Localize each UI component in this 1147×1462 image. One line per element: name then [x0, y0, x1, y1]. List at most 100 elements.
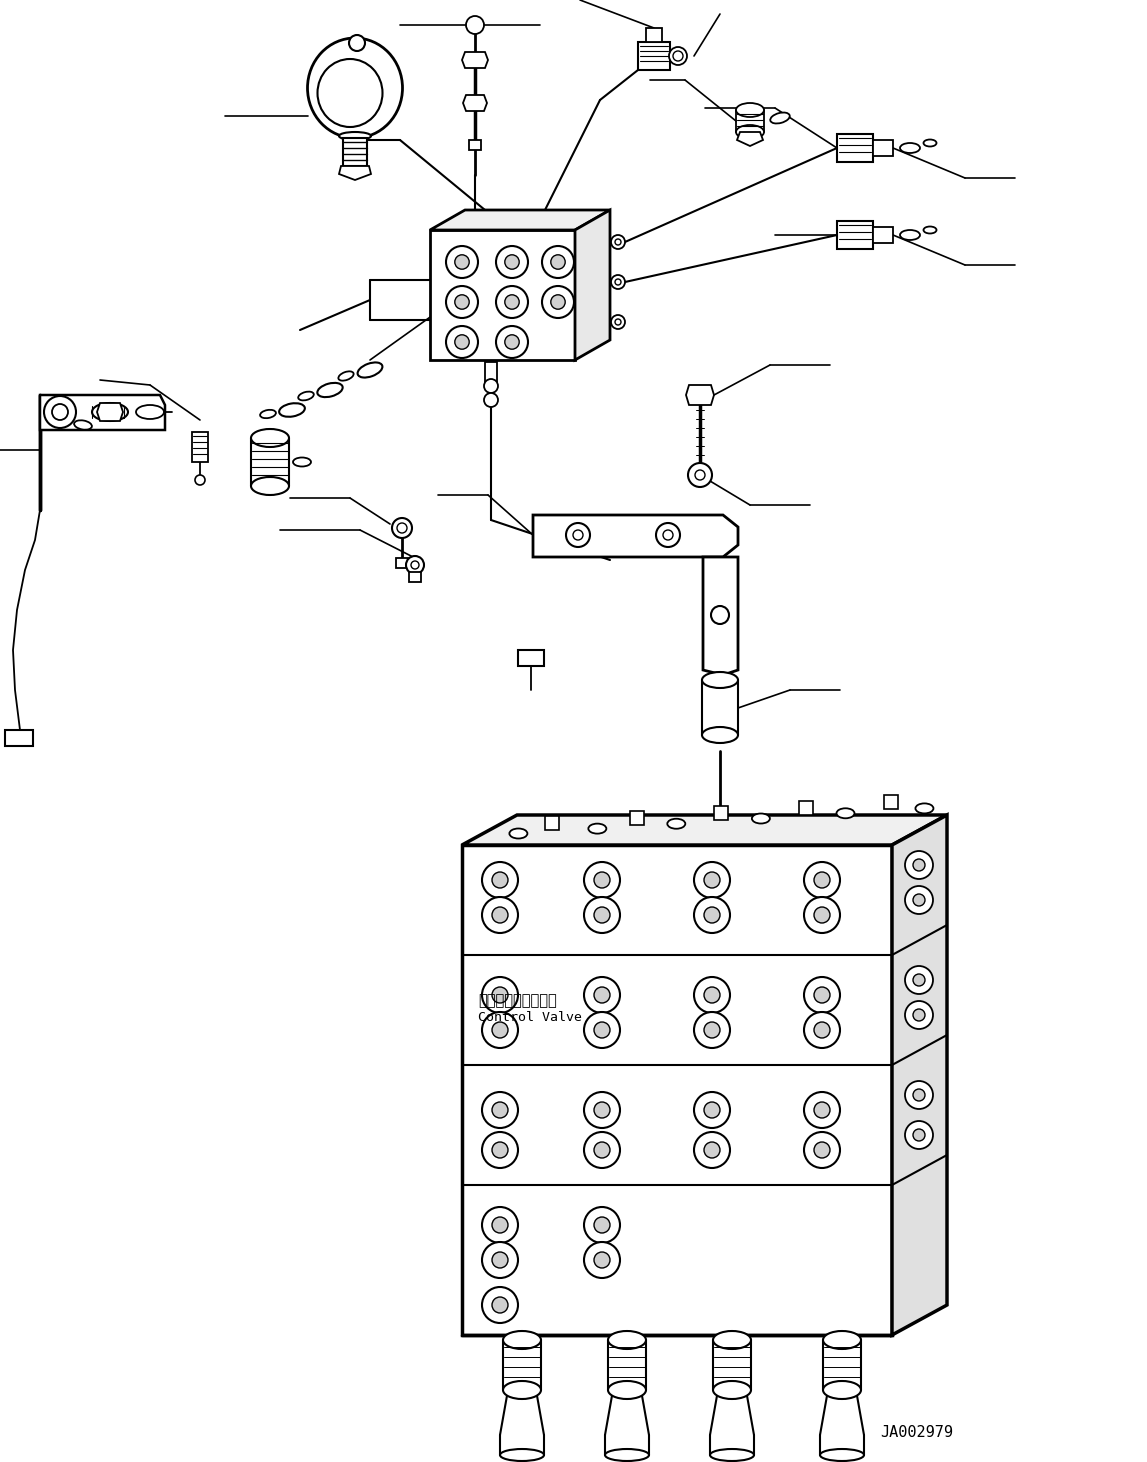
- Circle shape: [446, 246, 478, 278]
- Ellipse shape: [298, 392, 314, 401]
- Polygon shape: [892, 814, 947, 1335]
- Polygon shape: [97, 404, 123, 421]
- Circle shape: [406, 556, 424, 575]
- Circle shape: [52, 404, 68, 420]
- Circle shape: [704, 1022, 720, 1038]
- Ellipse shape: [713, 1330, 751, 1349]
- Circle shape: [482, 977, 518, 1013]
- Circle shape: [584, 863, 621, 898]
- Ellipse shape: [923, 227, 936, 234]
- Circle shape: [694, 1132, 729, 1168]
- Ellipse shape: [504, 1330, 541, 1349]
- Ellipse shape: [251, 428, 289, 447]
- Polygon shape: [462, 814, 947, 845]
- Ellipse shape: [260, 409, 276, 418]
- Circle shape: [694, 977, 729, 1013]
- Ellipse shape: [588, 823, 607, 833]
- Circle shape: [913, 893, 924, 906]
- Circle shape: [594, 1251, 610, 1268]
- Ellipse shape: [702, 673, 738, 689]
- Circle shape: [673, 51, 682, 61]
- Circle shape: [543, 287, 574, 319]
- Ellipse shape: [836, 808, 855, 819]
- Circle shape: [482, 1208, 518, 1243]
- Ellipse shape: [604, 1449, 649, 1461]
- Circle shape: [694, 863, 729, 898]
- Circle shape: [392, 518, 412, 538]
- Ellipse shape: [504, 1382, 541, 1399]
- Circle shape: [804, 1012, 840, 1048]
- Ellipse shape: [136, 405, 164, 420]
- Circle shape: [695, 469, 705, 480]
- Circle shape: [694, 1012, 729, 1048]
- Circle shape: [913, 860, 924, 871]
- Circle shape: [482, 1243, 518, 1278]
- Circle shape: [551, 295, 565, 308]
- Circle shape: [482, 1132, 518, 1168]
- Text: JA002979: JA002979: [880, 1425, 953, 1440]
- Circle shape: [349, 35, 365, 51]
- Circle shape: [44, 396, 76, 428]
- Circle shape: [492, 1297, 508, 1313]
- Circle shape: [484, 379, 498, 393]
- Circle shape: [611, 275, 625, 289]
- Ellipse shape: [668, 819, 685, 829]
- Circle shape: [574, 531, 583, 539]
- Circle shape: [496, 287, 528, 319]
- Polygon shape: [462, 845, 892, 1335]
- Circle shape: [594, 871, 610, 887]
- Ellipse shape: [824, 1382, 861, 1399]
- Circle shape: [656, 523, 680, 547]
- Circle shape: [804, 1132, 840, 1168]
- Circle shape: [584, 1092, 621, 1129]
- Circle shape: [704, 871, 720, 887]
- Polygon shape: [686, 385, 713, 405]
- Circle shape: [814, 1102, 830, 1118]
- Circle shape: [397, 523, 407, 534]
- Circle shape: [543, 246, 574, 278]
- Ellipse shape: [318, 383, 343, 398]
- Circle shape: [594, 987, 610, 1003]
- Circle shape: [704, 906, 720, 923]
- Circle shape: [446, 326, 478, 358]
- Circle shape: [482, 1287, 518, 1323]
- Circle shape: [584, 1012, 621, 1048]
- Circle shape: [615, 319, 621, 325]
- Circle shape: [482, 863, 518, 898]
- Circle shape: [804, 863, 840, 898]
- Polygon shape: [40, 395, 165, 430]
- Circle shape: [704, 1102, 720, 1118]
- Ellipse shape: [251, 477, 289, 496]
- Circle shape: [584, 977, 621, 1013]
- Circle shape: [492, 1102, 508, 1118]
- Ellipse shape: [75, 420, 92, 430]
- Bar: [883, 795, 898, 810]
- Circle shape: [669, 47, 687, 64]
- Ellipse shape: [752, 813, 770, 823]
- Ellipse shape: [900, 143, 920, 154]
- Circle shape: [905, 1080, 933, 1110]
- Ellipse shape: [915, 804, 934, 813]
- Circle shape: [804, 1092, 840, 1129]
- Bar: [396, 558, 408, 569]
- Circle shape: [496, 326, 528, 358]
- Text: Control Valve: Control Valve: [478, 1012, 582, 1023]
- Bar: [5, 730, 33, 746]
- Ellipse shape: [923, 139, 936, 146]
- Circle shape: [905, 1121, 933, 1149]
- Circle shape: [913, 974, 924, 985]
- Circle shape: [594, 1142, 610, 1158]
- Circle shape: [482, 898, 518, 933]
- Circle shape: [704, 1142, 720, 1158]
- Ellipse shape: [338, 371, 353, 380]
- Bar: [630, 811, 643, 825]
- Ellipse shape: [292, 458, 311, 466]
- Ellipse shape: [318, 58, 382, 127]
- Circle shape: [694, 898, 729, 933]
- Circle shape: [913, 1089, 924, 1101]
- Polygon shape: [430, 230, 575, 360]
- Circle shape: [615, 279, 621, 285]
- Circle shape: [594, 1216, 610, 1232]
- Bar: [343, 137, 367, 167]
- Circle shape: [814, 1022, 830, 1038]
